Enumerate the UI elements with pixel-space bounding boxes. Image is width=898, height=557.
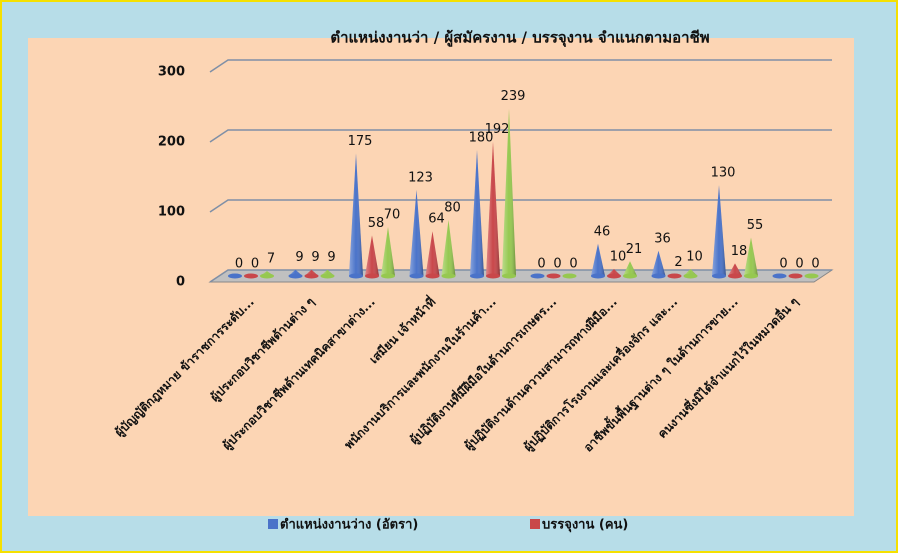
cone-base [260,273,274,279]
data-label: 9 [311,250,319,265]
grid-line [209,129,832,143]
data-label: 0 [795,257,803,272]
cone-base [607,273,621,279]
cone-base [244,273,258,279]
cone-base [804,273,819,279]
data-label: 0 [537,257,545,272]
data-label: 239 [501,89,526,104]
data-label: 10 [610,250,627,265]
cone-base [381,273,395,279]
cone-base [712,273,726,279]
cone-base [546,273,561,279]
cone-shade [409,189,424,276]
y-tick-label: 300 [158,65,185,80]
cone-base [365,273,379,279]
legend-label: ตำแหน่งงานว่าง (อัตรา) [280,517,418,533]
data-label: 0 [251,257,259,272]
cone-base [349,273,363,279]
cone-shade [623,261,637,276]
data-label: 7 [267,252,275,267]
data-label: 130 [711,166,736,181]
cone-shade [651,250,666,276]
cone-base [772,273,787,279]
cone-base [530,273,545,279]
cone-base [623,273,637,279]
cone-shade [441,220,456,276]
cone-base [425,273,440,279]
cone-base [288,273,303,279]
legend-label: บรรจุงาน (คน) [542,518,628,533]
data-label: 0 [569,257,577,272]
data-label: 58 [368,216,385,231]
data-label: 70 [384,208,401,223]
cone-base [409,273,424,279]
cone-base [591,273,605,279]
cone-shade [591,243,605,276]
data-label: 18 [731,244,748,259]
cone-base [502,273,516,279]
data-label: 21 [626,242,643,257]
data-label: 0 [235,257,243,272]
cone-base [441,273,456,279]
cone-base [728,273,742,279]
data-label: 2 [674,255,682,270]
y-tick-label: 0 [176,275,185,290]
grid-line [209,199,832,213]
legend-swatch [530,519,540,529]
data-label: 80 [444,201,461,216]
data-label: 9 [327,250,335,265]
legend-swatch [268,519,278,529]
data-label: 0 [779,257,787,272]
cone-shade [470,150,484,276]
y-tick-label: 200 [158,135,185,150]
data-label: 0 [553,257,561,272]
data-label: 64 [428,212,445,227]
cone-base [651,273,666,279]
cone-shade [728,263,742,276]
cone-base [788,273,803,279]
data-label: 46 [594,224,611,239]
data-label: 180 [469,131,494,146]
data-label: 0 [811,257,819,272]
grid-line [209,59,832,73]
cone-base [683,273,698,279]
data-label: 175 [348,134,373,149]
data-label: 123 [408,170,433,185]
data-label: 192 [485,122,510,137]
data-label: 55 [747,218,764,233]
cone-base [562,273,577,279]
cone-base [744,273,758,279]
cone-shade [365,235,379,276]
cone-shade [486,141,500,276]
data-label: 9 [295,250,303,265]
cone-shade [349,153,363,276]
cone-shade [744,237,758,276]
cone-shade [381,227,395,276]
cone-base [486,273,500,279]
chart-title: ตำแหน่งงานว่า / ผู้สมัครงาน / บรรจุงาน จ… [330,29,709,48]
cone-base [667,273,682,279]
cone-shade [712,185,726,276]
cone-base [470,273,484,279]
data-label: 36 [654,231,671,246]
cone-base [320,273,335,279]
y-tick-label: 100 [158,205,185,220]
cone-base [304,273,319,279]
cone-shade [502,108,516,276]
data-label: 10 [686,250,703,265]
cone-shade [425,231,440,276]
cone-base [228,273,242,279]
